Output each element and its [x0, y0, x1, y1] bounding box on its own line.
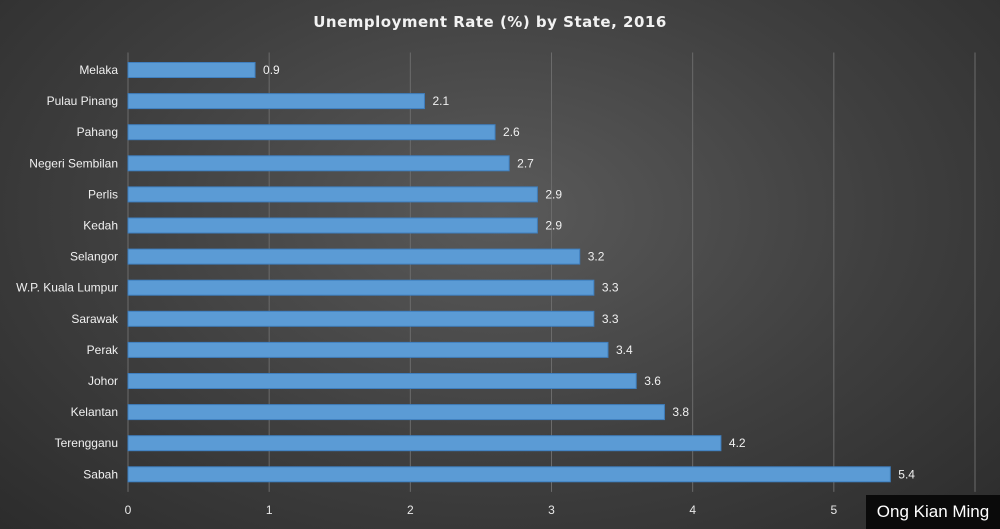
x-axis-ticks: 0123456: [125, 503, 979, 517]
data-label: 3.2: [588, 250, 605, 264]
category-label: Selangor: [70, 250, 118, 264]
bar: [127, 217, 538, 234]
category-label: Sarawak: [71, 312, 119, 326]
bar: [127, 279, 595, 296]
bar: [127, 341, 609, 358]
chart-title: Unemployment Rate (%) by State, 2016: [313, 13, 667, 31]
watermark: Ong Kian Ming: [866, 495, 1000, 529]
data-labels: 0.9 2.1 2.6 2.7 2.9 2.9 3.2 3.3 3.3 3.4 3.6 3.8 4.2 5…: [263, 63, 915, 481]
gridlines: [127, 52, 976, 492]
data-label: 2.9: [545, 219, 562, 233]
bar: [127, 124, 496, 141]
bar: [127, 466, 891, 483]
bar: [127, 93, 425, 110]
category-label: Pahang: [77, 125, 118, 139]
bar: [127, 435, 722, 452]
category-label: Pulau Pinang: [47, 94, 118, 108]
data-label: 5.4: [898, 467, 915, 481]
x-tick-label: 0: [125, 503, 132, 517]
category-labels: Melaka Pulau Pinang Pahang Negeri Sembilan P…: [16, 63, 119, 481]
x-tick-label: 4: [689, 503, 696, 517]
data-label: 2.1: [432, 94, 449, 108]
category-label: Kelantan: [71, 405, 118, 419]
bar: [127, 310, 595, 327]
bars: [127, 62, 891, 483]
bar: [127, 404, 665, 421]
bar: [127, 186, 538, 203]
bar: [127, 62, 256, 78]
data-label: 0.9: [263, 63, 280, 77]
category-label: Negeri Sembilan: [29, 156, 118, 170]
category-label: Perlis: [88, 187, 118, 201]
data-label: 3.3: [602, 312, 619, 326]
category-label: Perak: [87, 343, 119, 357]
data-label: 3.4: [616, 343, 633, 357]
x-tick-label: 3: [548, 503, 555, 517]
category-label: Melaka: [79, 63, 118, 77]
data-label: 2.7: [517, 156, 534, 170]
bar: [127, 155, 510, 172]
x-tick-label: 2: [407, 503, 414, 517]
data-label: 3.6: [644, 374, 661, 388]
x-tick-label: 1: [266, 503, 273, 517]
category-label: Kedah: [83, 219, 118, 233]
data-label: 3.3: [602, 281, 619, 295]
data-label: 2.9: [545, 187, 562, 201]
data-label: 2.6: [503, 125, 520, 139]
category-label: Sabah: [83, 467, 118, 481]
watermark-text: Ong Kian Ming: [876, 502, 990, 521]
category-label: Johor: [88, 374, 118, 388]
data-label: 3.8: [672, 405, 689, 419]
x-tick-label: 5: [830, 503, 837, 517]
category-label: Terengganu: [55, 436, 118, 450]
bar: [127, 373, 637, 389]
data-label: 4.2: [729, 436, 746, 450]
category-label: W.P. Kuala Lumpur: [16, 281, 118, 295]
bar: [127, 248, 581, 265]
